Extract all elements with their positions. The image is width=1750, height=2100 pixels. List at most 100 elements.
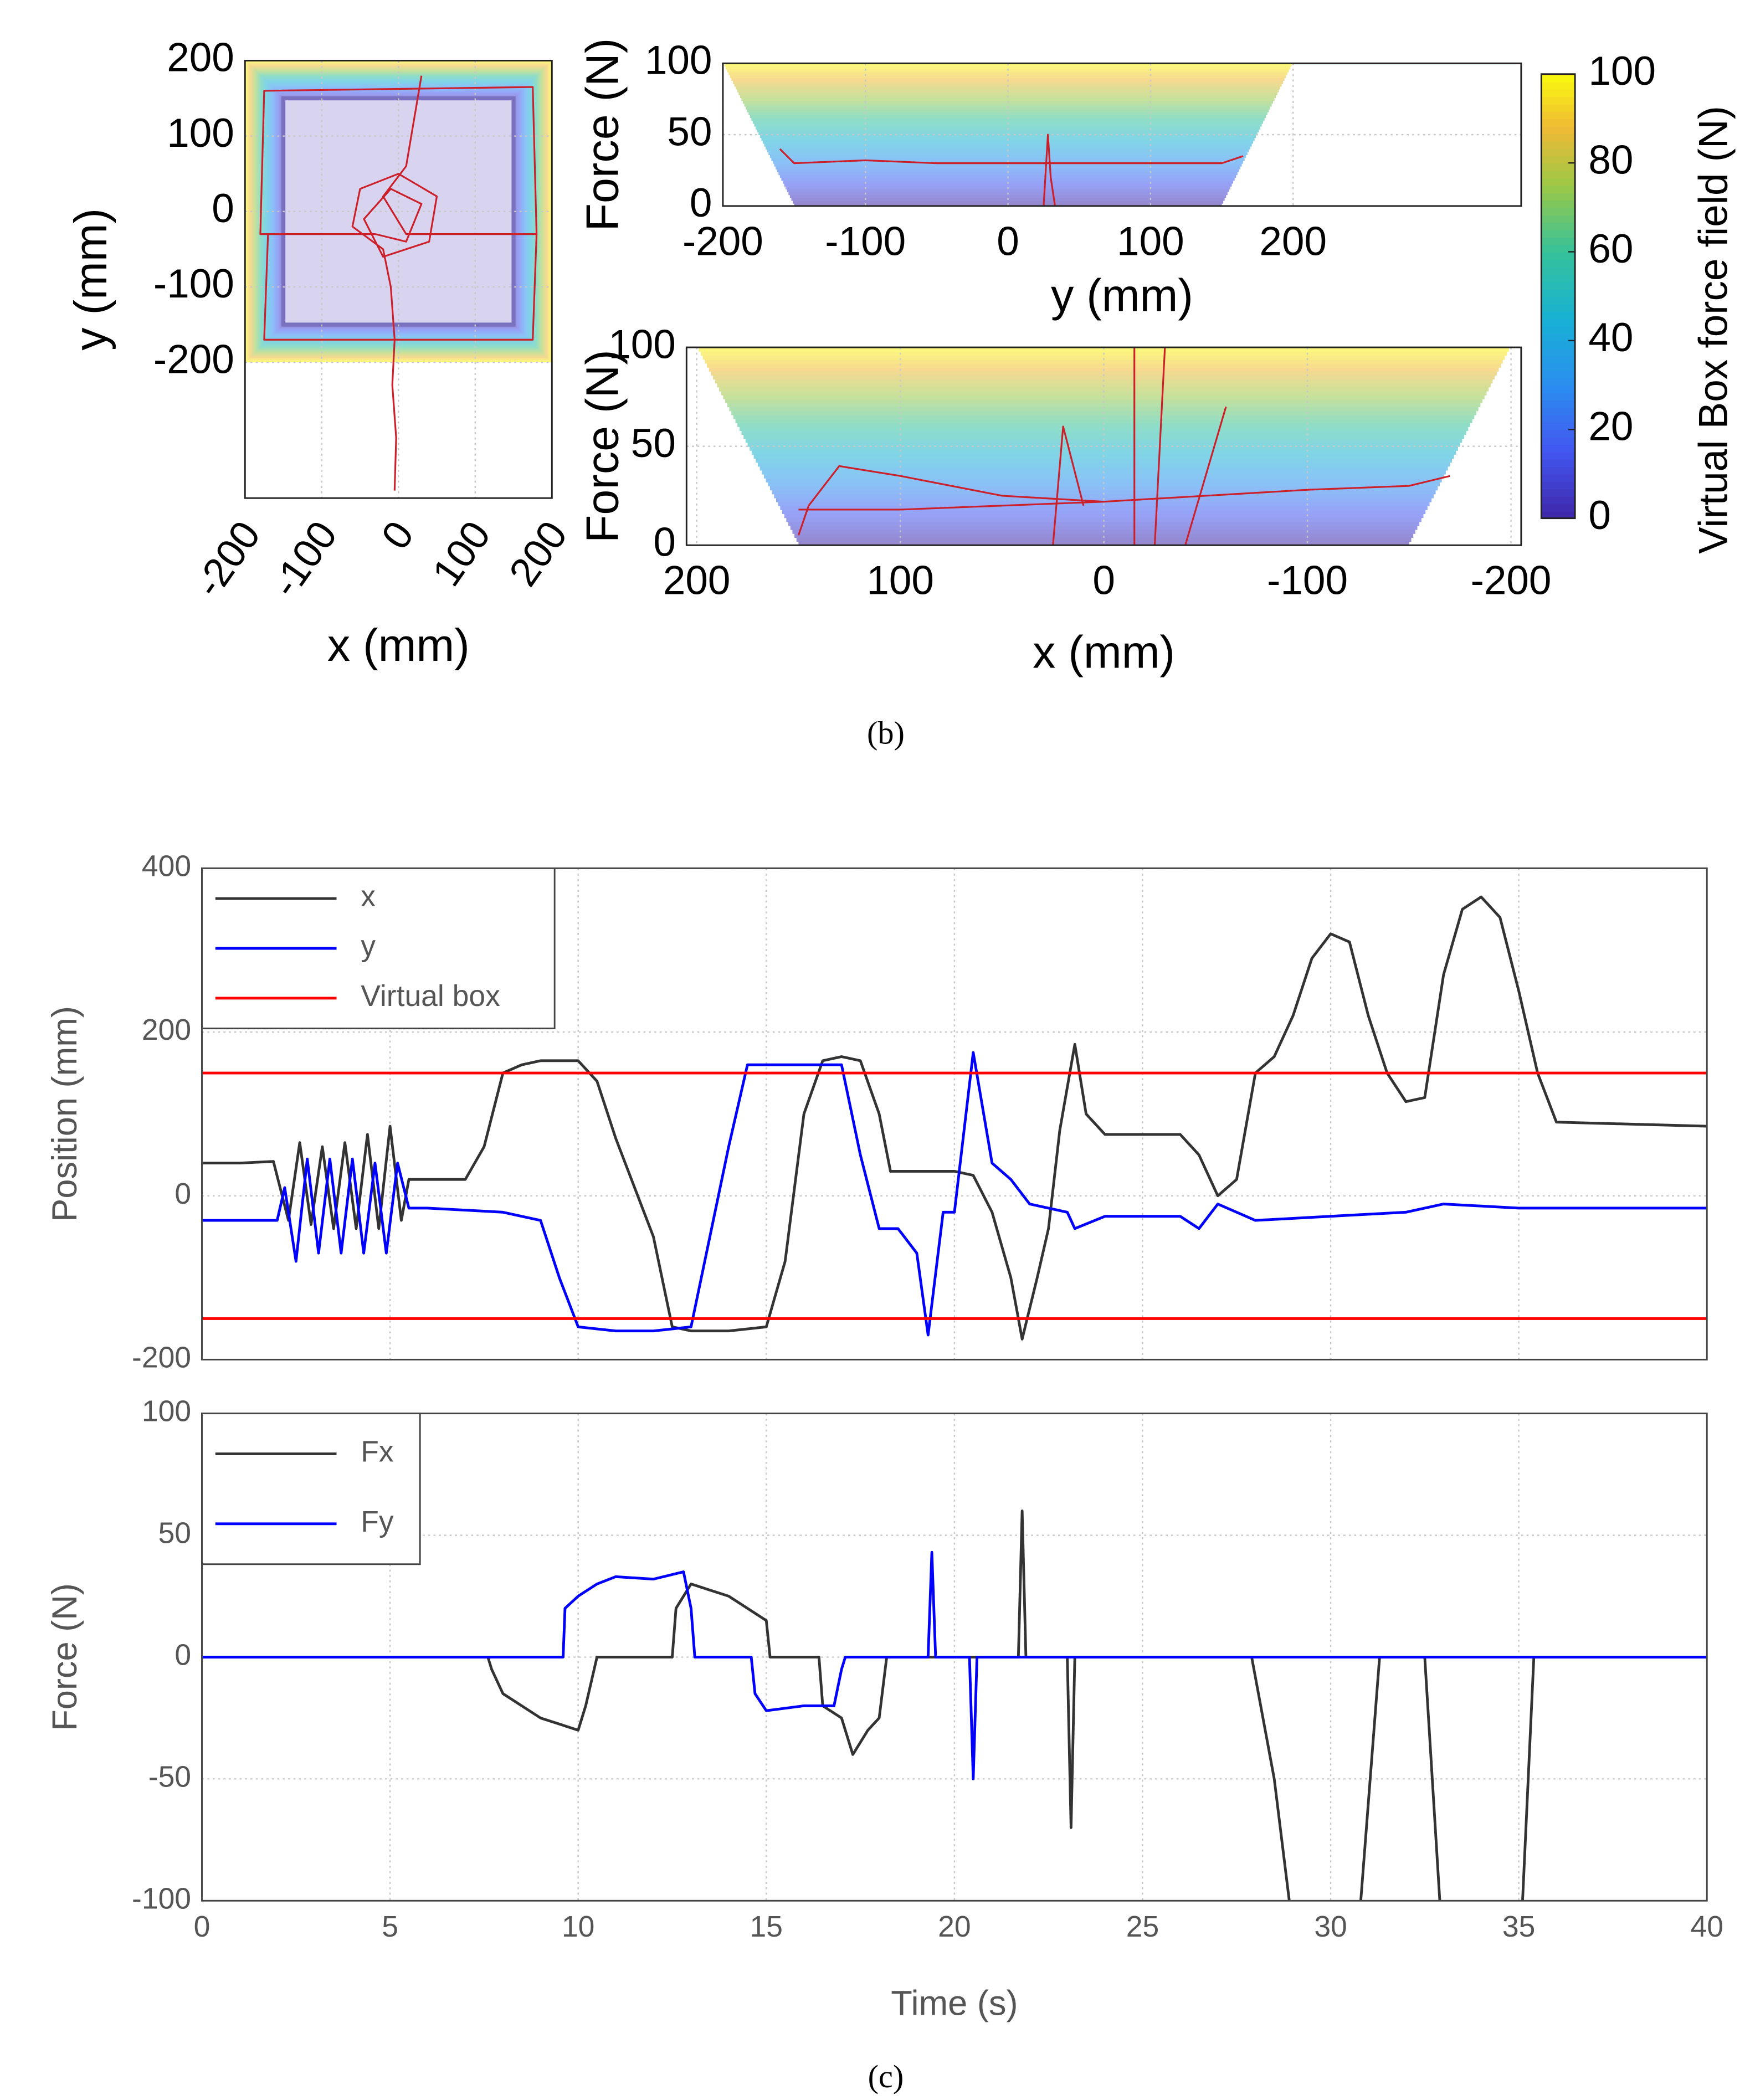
colorbar-cell <box>1541 89 1575 97</box>
colorbar-cell <box>1541 385 1575 393</box>
x-axis-label: Time (s) <box>891 1984 1018 2022</box>
y-tick-label: 50 <box>158 1517 191 1550</box>
force-field-band <box>780 505 1428 510</box>
force-field-band <box>732 80 1284 84</box>
y-tick-label: 100 <box>167 111 234 156</box>
force-field-band <box>719 387 1489 392</box>
plot-layer <box>686 347 1521 546</box>
x-tick-label: 200 <box>663 558 731 603</box>
y-tick-label: -200 <box>153 337 234 382</box>
force-field-band <box>737 422 1471 427</box>
force-field-band <box>774 494 1434 499</box>
force-field-band <box>763 474 1444 479</box>
x-tick-label: 0 <box>1092 558 1115 603</box>
force-field-band <box>730 74 1286 79</box>
force-field-band <box>762 140 1254 144</box>
x-tick-label: -100 <box>263 513 346 605</box>
colorbar-cell <box>1541 414 1575 423</box>
colorbar-cell <box>1541 296 1575 305</box>
force-field-band <box>754 123 1262 127</box>
colorbar-cell <box>1541 355 1575 364</box>
axes-frame <box>722 62 1522 207</box>
legend-box <box>201 1413 421 1565</box>
colorbar-cell <box>1541 496 1575 505</box>
colorbar-cell <box>1541 489 1575 497</box>
data-line <box>797 347 1450 546</box>
legend-label: Fx <box>361 1436 394 1469</box>
force-field-band <box>788 521 1420 526</box>
force-field-band <box>796 537 1412 542</box>
colorbar-cell <box>1541 266 1575 275</box>
x-tick-label: 100 <box>424 513 499 594</box>
force-field-band <box>733 414 1475 419</box>
force-field-band <box>702 355 1505 360</box>
x-tick-label: 35 <box>1502 1911 1535 1943</box>
force-field-band <box>778 172 1238 176</box>
colorbar-cell <box>1541 81 1575 90</box>
colorbar-cell <box>1541 333 1575 342</box>
colorbar-cell <box>1541 192 1575 201</box>
force-field-band <box>792 200 1224 204</box>
colorbar-cell <box>1541 511 1575 519</box>
colorbar-cell <box>1541 451 1575 460</box>
data-line <box>202 1550 1707 1780</box>
colorbar-cell <box>1541 163 1575 171</box>
colorbar-frame <box>1540 73 1576 520</box>
y-axis-label: Force (N) <box>576 38 628 232</box>
force-field-band <box>747 109 1269 112</box>
colorbar-cell <box>1541 466 1575 475</box>
force-field-band <box>759 466 1448 471</box>
colorbar-cell <box>1541 437 1575 445</box>
colorbar-cell <box>1541 199 1575 208</box>
colorbar-cell <box>1541 370 1575 378</box>
colorbar-cell <box>1541 289 1575 297</box>
axes-frame <box>201 867 1708 1360</box>
colorbar-cell <box>1541 170 1575 179</box>
x-tick-label: 200 <box>1259 219 1327 264</box>
legend-label: x <box>361 880 376 913</box>
y-axis-label: Force (N) <box>576 350 628 543</box>
force-field-band <box>771 157 1245 161</box>
legend-label: y <box>361 930 376 963</box>
x-tick-label: 10 <box>562 1911 594 1943</box>
colorbar-cell <box>1541 148 1575 156</box>
plot-layer <box>202 868 1707 1360</box>
colorbar-cell <box>1541 318 1575 327</box>
colorbar-cell <box>1541 444 1575 453</box>
force-field-band <box>768 481 1440 487</box>
colorbar-cell <box>1541 118 1575 127</box>
colorbar-tick-label: 60 <box>1588 227 1633 271</box>
x-tick-label: 5 <box>382 1911 398 1943</box>
x-axis-label: y (mm) <box>1051 269 1193 321</box>
force-field-band <box>750 115 1266 119</box>
y-axis-label: y (mm) <box>65 208 116 351</box>
y-tick-label: 100 <box>608 322 676 367</box>
x-tick-label: 0 <box>373 513 423 557</box>
force-field-band <box>794 533 1414 538</box>
force-field-band <box>751 450 1456 455</box>
force-field-band <box>766 146 1250 150</box>
caption: (b) <box>867 715 905 751</box>
colorbar-cell <box>1541 111 1575 120</box>
data-line <box>779 63 1521 206</box>
force-field-band <box>789 194 1226 198</box>
force-field-band <box>727 403 1481 408</box>
colorbar-cell <box>1541 229 1575 238</box>
x-tick-label: 0 <box>997 219 1019 264</box>
force-field-band <box>752 120 1264 124</box>
y-axis-label: Position (mm) <box>45 1006 84 1222</box>
colorbar-cell <box>1541 377 1575 386</box>
colorbar-cell <box>1541 104 1575 112</box>
y-tick-label: 0 <box>175 1178 191 1210</box>
colorbar-cell <box>1541 214 1575 223</box>
colorbar-cell <box>1541 74 1575 83</box>
force-field-band <box>736 86 1281 90</box>
force-field-band <box>728 71 1287 75</box>
x-tick-label: 20 <box>938 1911 971 1943</box>
colorbar-cell <box>1541 185 1575 193</box>
plot-layer <box>245 60 552 499</box>
y-tick-label: 200 <box>142 1014 191 1046</box>
force-field-band <box>781 177 1235 181</box>
colorbar-tick-label: 0 <box>1588 493 1611 538</box>
